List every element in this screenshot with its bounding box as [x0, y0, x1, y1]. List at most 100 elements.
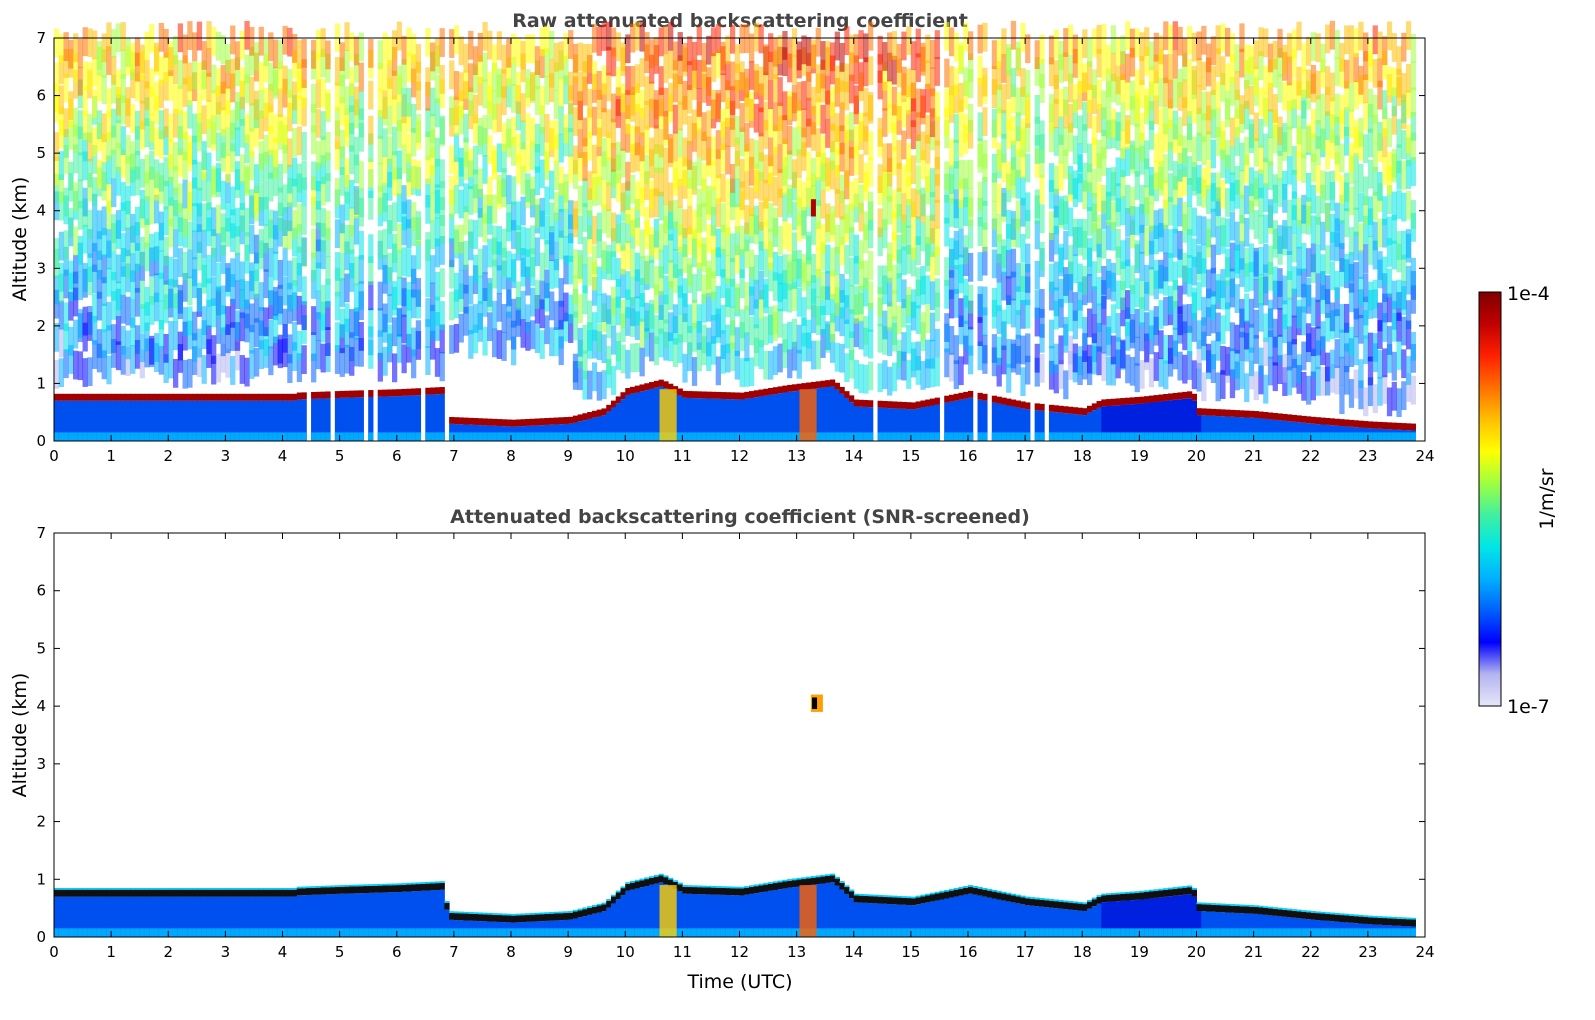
noise-cell: [1048, 319, 1055, 349]
boundary-layer-cell: [977, 399, 983, 441]
noise-cell: [1363, 215, 1369, 245]
noise-cell: [1206, 288, 1212, 318]
noise-cell: [101, 277, 107, 306]
noise-cell: [925, 83, 931, 113]
noise-cell: [1348, 326, 1355, 356]
noise-cell: [496, 143, 502, 173]
surface-layer-cell: [139, 432, 145, 441]
noise-cell: [915, 216, 921, 246]
noise-cell: [815, 151, 821, 181]
noise-cell: [1315, 216, 1321, 246]
noise-cell: [1087, 61, 1093, 90]
noise-cell: [101, 33, 107, 63]
noise-cell: [682, 80, 688, 110]
noise-cell: [120, 233, 126, 262]
noise-cell: [282, 323, 288, 353]
noise-cell: [582, 285, 588, 315]
noise-cell: [1248, 243, 1255, 273]
noise-cell: [1339, 385, 1345, 415]
noise-cell: [734, 283, 740, 313]
noise-cell: [1253, 170, 1259, 200]
surface-layer-cell: [582, 432, 588, 441]
noise-cell: [220, 35, 226, 65]
noise-cell: [1372, 58, 1378, 88]
noise-cell: [549, 291, 555, 321]
noise-cell: [1063, 195, 1069, 225]
noise-cell: [515, 71, 522, 101]
noise-cell: [577, 42, 583, 72]
surface-layer-cell: [453, 432, 460, 441]
boundary-layer-cell: [1177, 399, 1183, 441]
noise-cell: [687, 342, 693, 372]
x-tick-label: 23: [1358, 447, 1377, 465]
noise-cell: [487, 278, 493, 307]
noise-cell: [206, 99, 212, 129]
noise-cell: [815, 128, 821, 158]
surface-layer-cell: [196, 432, 203, 441]
noise-cell: [120, 202, 126, 232]
noise-cell: [149, 113, 155, 142]
noise-cell: [1039, 323, 1045, 353]
noise-cell: [563, 209, 569, 238]
noise-cell: [982, 176, 988, 206]
noise-cell: [468, 30, 474, 60]
noise-cell: [1410, 87, 1416, 117]
noise-cell: [906, 245, 912, 274]
surface-layer-cell: [377, 928, 383, 937]
y-tick-label: 2: [36, 317, 46, 335]
noise-cell: [620, 221, 626, 251]
noise-cell: [1106, 110, 1112, 139]
layer-top-cell: [882, 400, 888, 408]
noise-cell: [411, 202, 417, 231]
layer-top-cell: [87, 393, 93, 401]
noise-cell: [387, 158, 393, 188]
surface-layer-cell: [101, 432, 107, 441]
noise-cell: [610, 212, 617, 242]
boundary-layer-cell: [896, 408, 902, 441]
noise-cell: [382, 303, 388, 333]
noise-cell: [139, 158, 145, 188]
surface-layer-cell: [211, 928, 217, 937]
layer-top-cell: [272, 889, 279, 897]
boundary-layer-cell: [1258, 418, 1264, 441]
noise-cell: [839, 142, 845, 172]
noise-cell: [701, 42, 707, 72]
surface-layer-cell: [882, 432, 888, 441]
boundary-layer-cell: [1225, 416, 1231, 441]
layer-top-cell: [725, 392, 731, 400]
noise-cell: [829, 140, 836, 170]
noise-cell: [596, 118, 602, 147]
noise-cell: [211, 89, 217, 119]
noise-cell: [1191, 94, 1197, 124]
noise-cell: [1010, 271, 1017, 301]
boundary-layer-cell: [839, 393, 845, 441]
noise-cell: [1096, 346, 1102, 376]
noise-cell: [1372, 221, 1378, 251]
layer-top-cell: [1144, 396, 1150, 404]
boundary-layer-cell: [182, 400, 188, 441]
noise-cell: [744, 332, 750, 362]
boundary-layer-cell: [577, 421, 583, 441]
boundary-layer-cell: [153, 896, 160, 937]
noise-cell: [710, 249, 717, 278]
noise-cell: [963, 295, 969, 325]
noise-cell: [539, 252, 545, 282]
noise-cell: [1244, 80, 1250, 109]
noise-cell: [863, 87, 869, 117]
noise-cell: [1034, 94, 1040, 124]
noise-cell: [839, 190, 845, 220]
noise-cell: [901, 130, 907, 160]
noise-cell: [596, 371, 602, 401]
noise-cell: [1196, 339, 1202, 369]
noise-cell: [806, 118, 812, 148]
noise-cell: [115, 143, 122, 172]
boundary-layer-cell: [115, 400, 122, 441]
noise-cell: [715, 149, 721, 179]
noise-cell: [591, 215, 598, 245]
noise-cell: [1101, 129, 1107, 159]
noise-cell: [182, 359, 188, 389]
surface-layer-cell: [996, 432, 1002, 441]
noise-cell: [1101, 324, 1107, 354]
noise-cell: [1163, 123, 1169, 153]
boundary-layer-cell: [682, 397, 688, 441]
